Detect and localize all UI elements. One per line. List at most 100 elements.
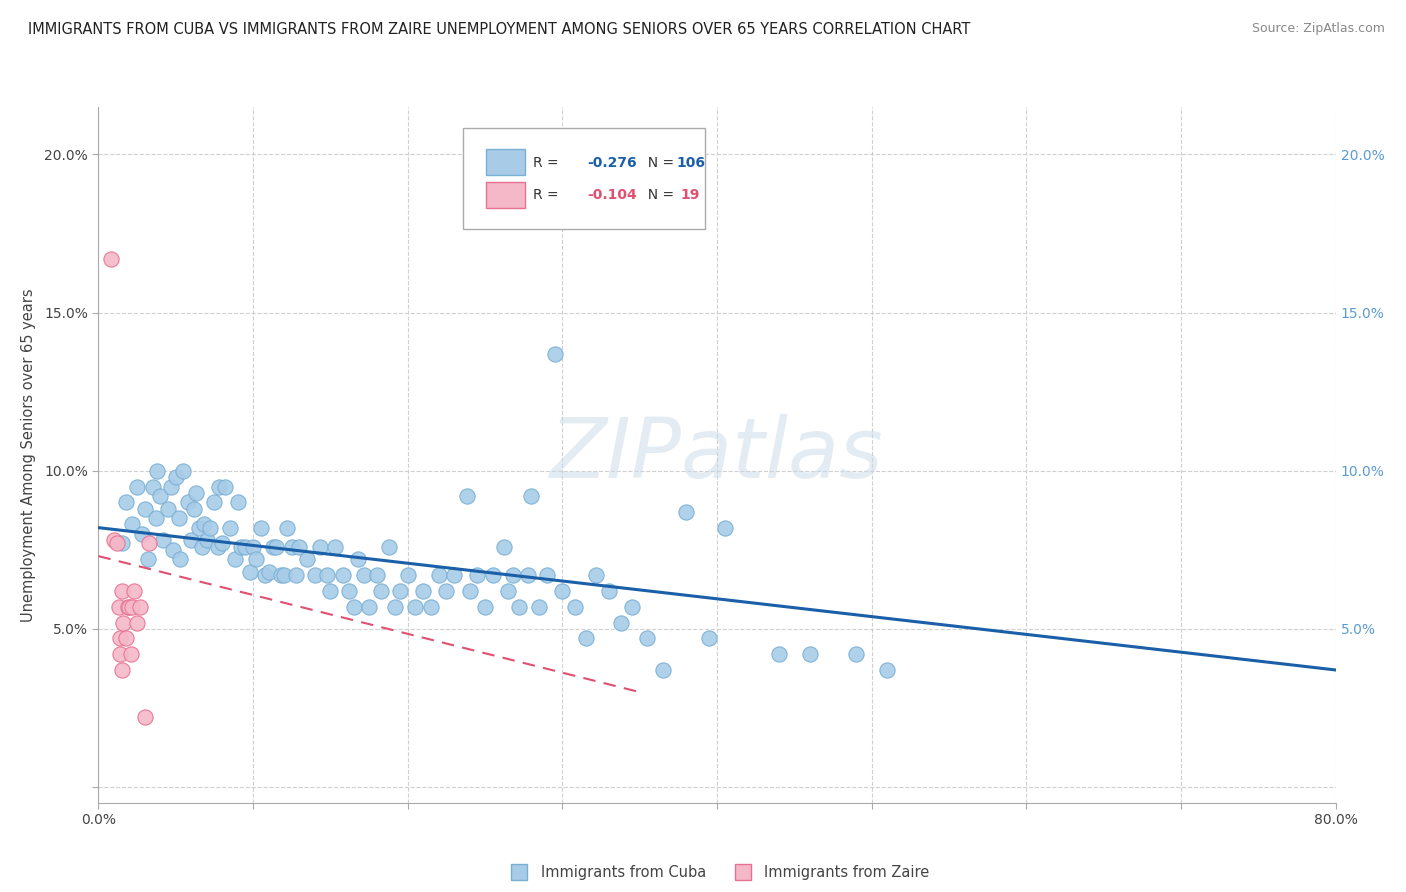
Point: [276, 521, 298, 535]
Point: [226, 495, 249, 509]
Point: [308, 540, 330, 554]
Point: [157, 501, 180, 516]
Text: R =: R =: [533, 156, 562, 169]
Point: [195, 533, 218, 548]
Point: [224, 552, 246, 566]
Point: [419, 599, 441, 614]
Point: [353, 568, 375, 582]
Point: [184, 486, 207, 500]
Point: [396, 568, 419, 582]
Point: [120, 647, 142, 661]
Point: [180, 533, 202, 548]
Point: [384, 599, 406, 614]
Point: [108, 632, 131, 646]
Point: [127, 479, 149, 493]
Point: [474, 599, 496, 614]
Point: [285, 568, 308, 582]
Point: [498, 583, 520, 598]
Point: [405, 599, 427, 614]
Point: [337, 583, 360, 598]
Point: [585, 568, 607, 582]
Point: [134, 710, 156, 724]
Point: [551, 583, 574, 598]
Point: [273, 568, 295, 582]
Point: [456, 489, 478, 503]
Point: [239, 565, 262, 579]
Point: [193, 517, 215, 532]
Point: [304, 568, 326, 582]
Point: [111, 536, 134, 550]
Point: [492, 540, 515, 554]
Legend: Immigrants from Cuba, Immigrants from Zaire: Immigrants from Cuba, Immigrants from Za…: [499, 859, 935, 886]
Point: [598, 583, 620, 598]
FancyBboxPatch shape: [485, 182, 526, 208]
Text: -0.104: -0.104: [588, 188, 637, 202]
Point: [127, 615, 149, 630]
Point: [370, 583, 392, 598]
Point: [146, 464, 169, 478]
FancyBboxPatch shape: [485, 150, 526, 175]
Point: [204, 495, 226, 509]
Point: [262, 540, 284, 554]
Point: [111, 663, 134, 677]
Point: [229, 540, 252, 554]
Point: [467, 568, 489, 582]
Point: [129, 599, 152, 614]
Point: [714, 521, 737, 535]
Point: [117, 599, 139, 614]
Text: ZIPatlas: ZIPatlas: [550, 415, 884, 495]
Point: [316, 568, 339, 582]
Point: [242, 540, 264, 554]
Point: [134, 501, 156, 516]
Point: [458, 583, 481, 598]
Point: [115, 632, 138, 646]
Text: N =: N =: [640, 188, 679, 202]
Point: [543, 347, 565, 361]
Point: [378, 540, 401, 554]
Point: [131, 527, 153, 541]
Point: [118, 599, 141, 614]
Point: [191, 540, 214, 554]
Point: [145, 511, 167, 525]
Point: [508, 599, 530, 614]
Point: [768, 647, 790, 661]
Point: [297, 552, 319, 566]
Text: Source: ZipAtlas.com: Source: ZipAtlas.com: [1251, 22, 1385, 36]
Point: [167, 511, 190, 525]
Point: [250, 521, 273, 535]
Point: [699, 632, 721, 646]
Point: [520, 489, 543, 503]
Point: [799, 647, 821, 661]
Point: [443, 568, 465, 582]
Text: 19: 19: [681, 188, 699, 202]
Point: [111, 583, 134, 598]
Point: [188, 521, 211, 535]
Text: R =: R =: [533, 188, 562, 202]
Point: [152, 533, 174, 548]
Point: [319, 583, 342, 598]
Point: [347, 552, 370, 566]
Point: [160, 479, 183, 493]
Point: [323, 540, 346, 554]
Point: [183, 501, 205, 516]
FancyBboxPatch shape: [464, 128, 704, 229]
Point: [529, 599, 551, 614]
Point: [105, 536, 128, 550]
Point: [621, 599, 644, 614]
Point: [112, 615, 135, 630]
Point: [245, 552, 267, 566]
Point: [427, 568, 450, 582]
Point: [115, 495, 138, 509]
Point: [257, 565, 280, 579]
Point: [366, 568, 388, 582]
Y-axis label: Unemployment Among Seniors over 65 years: Unemployment Among Seniors over 65 years: [21, 288, 35, 622]
Point: [357, 599, 380, 614]
Point: [575, 632, 598, 646]
Point: [610, 615, 633, 630]
Point: [636, 632, 658, 646]
Point: [675, 505, 697, 519]
Point: [235, 540, 257, 554]
Point: [142, 479, 165, 493]
Point: [481, 568, 505, 582]
Point: [332, 568, 354, 582]
